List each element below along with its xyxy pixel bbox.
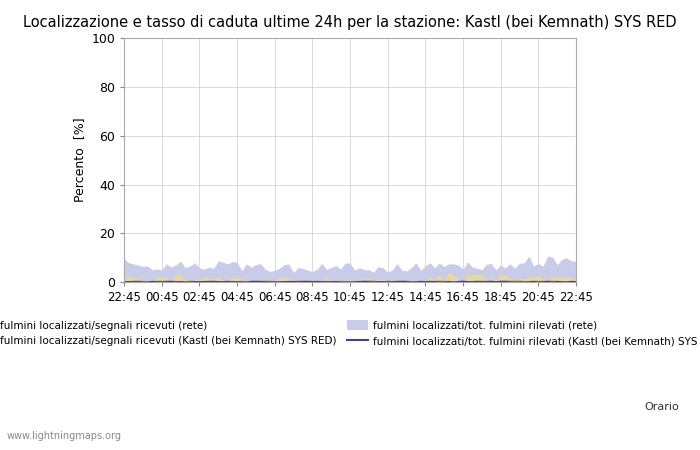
Legend: fulmini localizzati/segnali ricevuti (rete), fulmini localizzati/segnali ricevut: fulmini localizzati/segnali ricevuti (re… [0,316,700,350]
Title: Localizzazione e tasso di caduta ultime 24h per la stazione: Kastl (bei Kemnath): Localizzazione e tasso di caduta ultime … [23,15,677,30]
Y-axis label: Percento  [%]: Percento [%] [73,118,85,202]
Text: www.lightningmaps.org: www.lightningmaps.org [7,431,122,441]
Text: Orario: Orario [644,402,679,412]
